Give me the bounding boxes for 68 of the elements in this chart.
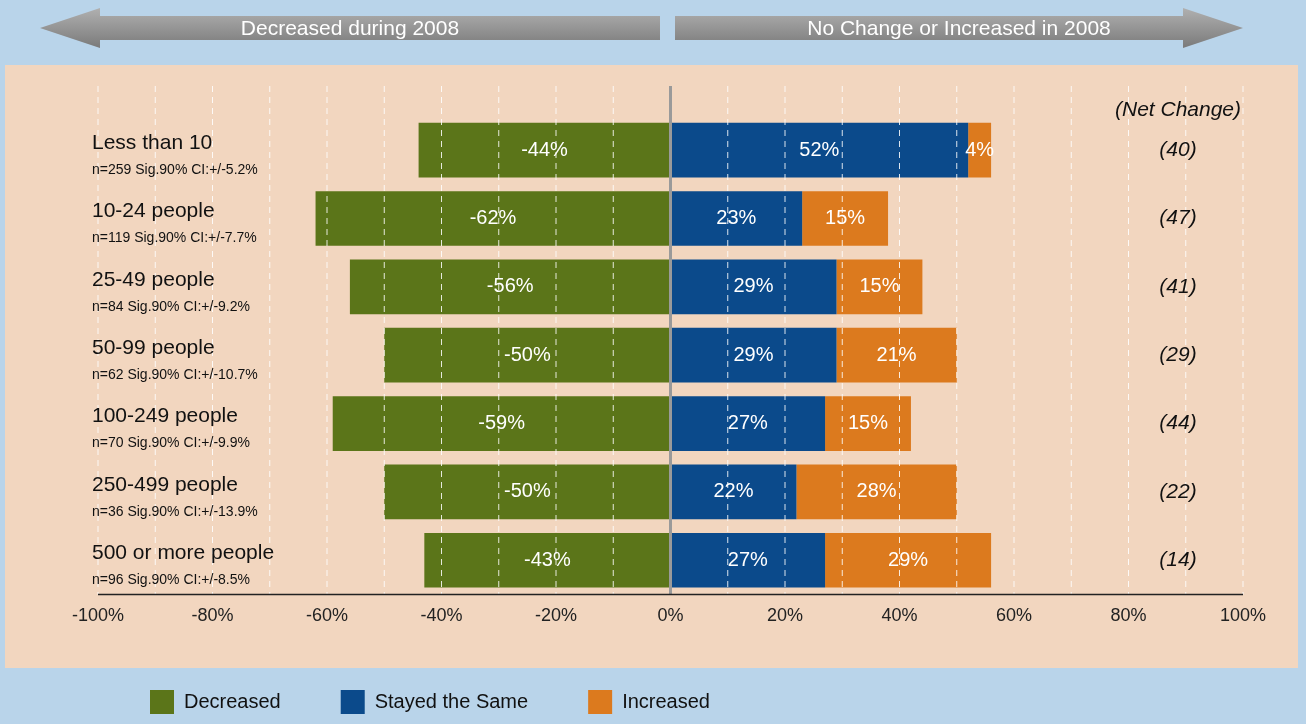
- bar: [418, 122, 671, 178]
- text: 29%: [733, 274, 774, 297]
- x-tick-label: 80%: [1110, 605, 1147, 626]
- text: -44%: [521, 137, 568, 160]
- annotation: (41): [1159, 273, 1197, 297]
- bar: [670, 532, 826, 588]
- bar: [670, 191, 803, 246]
- annotation: (47): [1159, 205, 1197, 229]
- text: -50%: [504, 479, 551, 502]
- x-tick-label: 40%: [881, 605, 918, 626]
- bar: [670, 396, 826, 451]
- y-tick-label: 25-49 people n=84 Sig.90% CI:+/-9.2%: [92, 266, 250, 314]
- text: 27%: [727, 547, 768, 570]
- bar: [802, 191, 889, 246]
- text: 29%: [888, 547, 929, 570]
- text: 27%: [727, 411, 768, 434]
- bar: [349, 259, 671, 315]
- text: 15%: [825, 206, 866, 229]
- bar: [670, 464, 797, 520]
- text: -43%: [524, 547, 571, 570]
- x-tick-label: -60%: [305, 605, 349, 626]
- annotation: (14): [1159, 547, 1197, 571]
- y-tick-label: 10-24 people n=119 Sig.90% CI:+/-7.7%: [92, 198, 257, 246]
- annotation: (22): [1159, 478, 1197, 502]
- y-tick-label: 50-99 people n=62 Sig.90% CI:+/-10.7%: [92, 335, 258, 383]
- text: 15%: [848, 411, 889, 434]
- bar: [315, 191, 671, 246]
- text: 52%: [799, 137, 840, 160]
- text: 15%: [859, 274, 900, 297]
- y-tick-label: Less than 10 n=259 Sig.90% CI:+/-5.2%: [92, 129, 258, 178]
- bar: [825, 532, 992, 588]
- x-tick-label: 20%: [766, 605, 804, 626]
- annotation: (Net Change): [1114, 96, 1242, 120]
- legend-label: Stayed the Same: [374, 689, 529, 712]
- text: 23%: [716, 206, 757, 229]
- text: -62%: [469, 206, 517, 229]
- y-tick-label: 250-499 people n=36 Sig.90% CI:+/-13.9%: [92, 471, 258, 519]
- bar: [384, 327, 671, 383]
- x-tick-label: -100%: [71, 605, 125, 626]
- text: -50%: [504, 342, 551, 365]
- text: 28%: [856, 479, 897, 502]
- bar: [836, 259, 923, 315]
- legend-label: Decreased: [184, 689, 281, 712]
- text: -56%: [486, 274, 534, 297]
- text: 21%: [876, 342, 917, 365]
- text: -59%: [478, 411, 525, 434]
- y-tick-label: 500 or more people n=96 Sig.90% CI:+/-8.5%: [92, 540, 275, 588]
- x-tick-label: -20%: [534, 605, 578, 626]
- x-tick-label: -40%: [420, 605, 463, 626]
- bar: [796, 464, 957, 520]
- bar: [424, 532, 671, 588]
- text: 22%: [713, 479, 754, 502]
- y-tick-label: 100-249 people n=70 Sig.90% CI:+/-9.9%: [92, 403, 250, 451]
- legend-label: Increased: [622, 689, 710, 712]
- annotation: (29): [1159, 342, 1197, 366]
- x-tick-label: 100%: [1219, 605, 1267, 626]
- bar: [670, 259, 837, 315]
- x-tick-label: 60%: [995, 605, 1033, 626]
- annotation: (40): [1159, 137, 1197, 161]
- bar: [836, 327, 957, 383]
- text: 29%: [733, 342, 774, 365]
- x-tick-label: -80%: [191, 605, 234, 626]
- bar: [384, 464, 671, 520]
- bar: [825, 396, 911, 451]
- annotation: (44): [1159, 410, 1197, 434]
- bar: [670, 327, 837, 383]
- x-tick-label: 0%: [657, 605, 684, 626]
- bar: [332, 396, 671, 451]
